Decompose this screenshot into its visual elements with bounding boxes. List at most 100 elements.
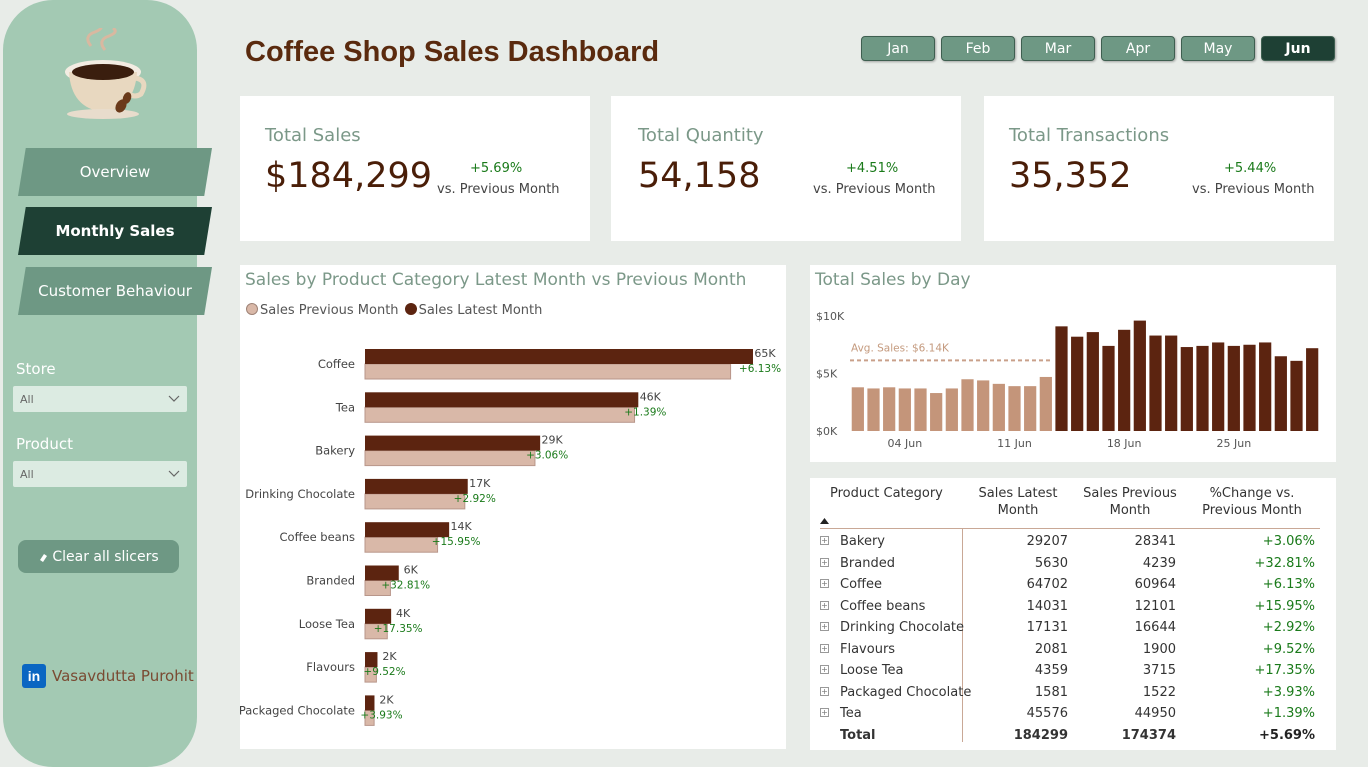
- cell-sales-previous: 12101: [1134, 598, 1176, 614]
- day-bar: [1243, 344, 1256, 431]
- day-bar: [992, 383, 1005, 431]
- cell-pct-change: +15.95%: [1254, 598, 1315, 614]
- category-axis-label: Coffee beans: [280, 530, 356, 544]
- table-row[interactable]: + Loose Tea 4359 3715 +17.35%: [810, 660, 1336, 681]
- linkedin-profile-link[interactable]: in Vasavdutta Purohit: [22, 664, 194, 688]
- cell-category: Coffee: [840, 577, 882, 592]
- day-bar: [851, 387, 864, 431]
- cell-category: Coffee beans: [840, 598, 926, 614]
- sort-ascending-icon[interactable]: [820, 518, 829, 524]
- cell-sales-previous: 4239: [1142, 555, 1176, 571]
- table-row[interactable]: + Coffee 64702 60964 +6.13%: [810, 574, 1336, 595]
- cell-pct-change: +6.13%: [1262, 577, 1315, 592]
- expand-icon[interactable]: +: [820, 622, 829, 631]
- month-button-feb[interactable]: Feb: [941, 36, 1015, 61]
- day-bar: [1290, 360, 1303, 431]
- expand-icon[interactable]: +: [820, 708, 829, 717]
- category-axis-label: Loose Tea: [299, 617, 355, 631]
- store-select[interactable]: All: [13, 386, 187, 412]
- kpi-card-total-transactions: Total Transactions 35,352 +5.44% vs. Pre…: [984, 96, 1334, 241]
- expand-icon[interactable]: +: [820, 643, 829, 653]
- table-row[interactable]: + Flavours 2081 1900 +9.52%: [810, 639, 1336, 660]
- category-chart-panel: Sales by Product Category Latest Month v…: [240, 265, 786, 749]
- month-button-may[interactable]: May: [1181, 36, 1255, 61]
- table-row[interactable]: + Branded 5630 4239 +32.81%: [810, 553, 1336, 574]
- bar-latest-month: [365, 652, 378, 668]
- store-filter-label: Store: [16, 360, 56, 378]
- cell-sales-previous: 60964: [1134, 577, 1176, 592]
- month-button-jan[interactable]: Jan: [861, 36, 935, 61]
- table-row[interactable]: + Tea 45576 44950 +1.39%: [810, 703, 1336, 724]
- bar-change-label: +32.81%: [381, 580, 430, 592]
- header-product-category[interactable]: Product Category: [830, 486, 943, 501]
- day-bar: [1039, 376, 1052, 431]
- category-axis-label: Bakery: [315, 444, 355, 458]
- legend-item-latest[interactable]: Sales Latest Month: [404, 303, 542, 318]
- total-label: Total: [840, 727, 876, 743]
- kpi-change: +5.69%: [470, 161, 523, 176]
- expand-icon[interactable]: +: [820, 557, 829, 567]
- total-sales-latest: 184299: [1013, 727, 1068, 743]
- month-button-apr[interactable]: Apr: [1101, 36, 1175, 61]
- day-bar: [977, 380, 990, 431]
- month-button-jun[interactable]: Jun: [1261, 36, 1335, 61]
- cell-category: Branded: [840, 555, 895, 571]
- nav-customer-behaviour-button[interactable]: Customer Behaviour: [18, 267, 212, 315]
- cell-sales-previous: 1900: [1142, 641, 1176, 657]
- bar-change-label: +1.39%: [624, 406, 666, 418]
- month-slicer: Jan Feb Mar Apr May Jun: [861, 36, 1335, 61]
- category-axis-label: Packaged Chocolate: [240, 703, 355, 717]
- day-bar-chart: $0K $5K $10K Avg. Sales: $6.14K 04 Jun 11 Jun…: [816, 310, 1319, 450]
- bar-change-label: +17.35%: [374, 623, 423, 635]
- expand-icon[interactable]: +: [820, 536, 829, 545]
- bar-previous-month: [364, 363, 732, 380]
- table-row[interactable]: + Packaged Chocolate 1581 1522 +3.93%: [810, 682, 1336, 703]
- nav-monthly-sales-button[interactable]: Monthly Sales: [18, 207, 212, 255]
- day-bar: [945, 388, 958, 431]
- cell-pct-change: +2.92%: [1262, 620, 1315, 635]
- day-bar: [930, 393, 943, 431]
- day-bar: [1259, 342, 1272, 431]
- expand-icon[interactable]: +: [820, 686, 829, 696]
- category-axis-label: Drinking Chocolate: [245, 487, 355, 501]
- cell-sales-latest: 17131: [1026, 620, 1068, 635]
- kpi-title: Total Transactions: [1009, 125, 1170, 146]
- bar-change-label: +9.52%: [363, 666, 405, 678]
- cell-pct-change: +3.93%: [1262, 684, 1315, 700]
- header-sales-previous[interactable]: Sales Previous Month: [1083, 486, 1177, 518]
- expand-icon[interactable]: +: [820, 665, 829, 674]
- product-select[interactable]: All: [13, 461, 187, 487]
- linkedin-icon: in: [22, 664, 46, 688]
- table-row[interactable]: + Bakery 29207 28341 +3.06%: [810, 531, 1336, 552]
- legend-item-previous[interactable]: Sales Previous Month: [246, 303, 399, 318]
- category-axis-label: Branded: [306, 574, 355, 588]
- month-button-mar[interactable]: Mar: [1021, 36, 1095, 61]
- table-total-row: Total 184299 174374 +5.69%: [810, 725, 1336, 746]
- page-title: Coffee Shop Sales Dashboard: [245, 36, 660, 68]
- cell-sales-latest: 1581: [1034, 684, 1068, 700]
- cell-category: Tea: [840, 706, 862, 721]
- expand-icon[interactable]: +: [820, 579, 829, 588]
- day-chart-title: Total Sales by Day: [815, 270, 971, 290]
- clear-slicers-button[interactable]: Clear all slicers: [18, 540, 179, 573]
- table-row[interactable]: + Coffee beans 14031 12101 +15.95%: [810, 596, 1336, 617]
- bar-latest-month: [365, 435, 541, 451]
- author-name: Vasavdutta Purohit: [52, 667, 194, 685]
- nav-overview-button[interactable]: Overview: [18, 148, 212, 196]
- cell-sales-latest: 29207: [1026, 534, 1068, 549]
- kpi-subtitle: vs. Previous Month: [813, 182, 936, 197]
- cell-sales-latest: 14031: [1026, 598, 1068, 614]
- day-bar: [914, 388, 927, 431]
- category-axis-label: Tea: [335, 400, 355, 414]
- product-select-value: All: [20, 467, 34, 481]
- header-sales-latest[interactable]: Sales Latest Month: [978, 486, 1058, 518]
- product-filter-label: Product: [16, 435, 73, 453]
- bar-value-label: 65K: [754, 347, 776, 360]
- kpi-change: +5.44%: [1224, 161, 1277, 176]
- bar-change-label: +3.93%: [360, 709, 402, 721]
- expand-icon[interactable]: +: [820, 600, 829, 610]
- category-axis-label: Coffee: [318, 357, 355, 371]
- header-pct-change[interactable]: %Change vs. Previous Month: [1202, 486, 1302, 518]
- table-row[interactable]: + Drinking Chocolate 17131 16644 +2.92%: [810, 617, 1336, 638]
- cell-sales-latest: 2081: [1034, 641, 1068, 657]
